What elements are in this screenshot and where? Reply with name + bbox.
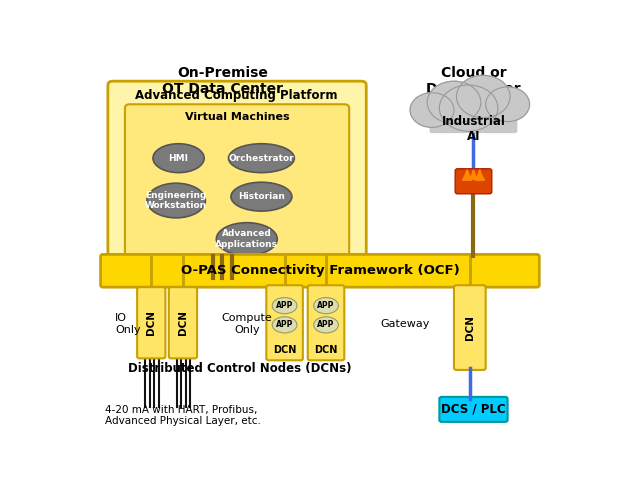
FancyBboxPatch shape	[454, 285, 486, 370]
Text: Distributed Control Nodes (DCNs): Distributed Control Nodes (DCNs)	[128, 362, 351, 375]
Text: Orchestrator: Orchestrator	[228, 154, 294, 162]
Circle shape	[486, 87, 530, 122]
Ellipse shape	[216, 222, 277, 256]
Text: HMI: HMI	[169, 154, 189, 162]
Circle shape	[457, 76, 510, 118]
Polygon shape	[477, 170, 483, 179]
Ellipse shape	[314, 298, 338, 314]
Text: APP: APP	[276, 301, 293, 310]
Text: DCN: DCN	[273, 345, 296, 355]
Circle shape	[440, 85, 498, 131]
Text: Compute
Only: Compute Only	[221, 313, 272, 334]
FancyBboxPatch shape	[308, 285, 344, 360]
Text: Advanced Computing Platform: Advanced Computing Platform	[135, 89, 337, 102]
Ellipse shape	[314, 317, 338, 333]
Text: DCN: DCN	[178, 310, 188, 336]
Text: Advanced
Applications: Advanced Applications	[215, 230, 278, 248]
Circle shape	[427, 81, 481, 124]
Text: O-PAS Connectivity Framework (OCF): O-PAS Connectivity Framework (OCF)	[181, 264, 459, 278]
FancyBboxPatch shape	[455, 169, 492, 194]
Polygon shape	[475, 172, 484, 180]
Ellipse shape	[147, 183, 205, 218]
Ellipse shape	[272, 317, 297, 333]
Ellipse shape	[228, 144, 294, 172]
Text: Gateway: Gateway	[381, 318, 430, 328]
FancyBboxPatch shape	[169, 287, 197, 358]
Text: 4-20 mA with HART, Profibus,
Advanced Physical Layer, etc.: 4-20 mA with HART, Profibus, Advanced Ph…	[106, 404, 261, 426]
Text: Engineering
Workstation: Engineering Workstation	[145, 191, 207, 210]
Text: Industrial
AI: Industrial AI	[442, 116, 506, 143]
Text: APP: APP	[318, 320, 335, 330]
FancyBboxPatch shape	[137, 287, 165, 358]
Text: Historian: Historian	[238, 192, 285, 201]
Polygon shape	[462, 172, 472, 180]
Ellipse shape	[272, 298, 297, 314]
Text: DCN: DCN	[147, 310, 156, 336]
FancyBboxPatch shape	[125, 104, 349, 278]
Text: Virtual Machines: Virtual Machines	[185, 112, 289, 122]
Text: Cloud or
Data Center: Cloud or Data Center	[426, 66, 521, 96]
Text: DCN: DCN	[465, 315, 475, 340]
Text: APP: APP	[276, 320, 293, 330]
Text: On-Premise
OT Data Center: On-Premise OT Data Center	[162, 66, 283, 96]
FancyBboxPatch shape	[266, 285, 303, 360]
Ellipse shape	[231, 182, 292, 211]
FancyBboxPatch shape	[101, 254, 539, 287]
Text: DCN: DCN	[314, 345, 338, 355]
Ellipse shape	[153, 144, 204, 172]
FancyBboxPatch shape	[440, 397, 508, 422]
Polygon shape	[470, 170, 477, 179]
FancyBboxPatch shape	[108, 81, 366, 281]
Circle shape	[410, 92, 454, 128]
Text: DCS / PLC: DCS / PLC	[441, 403, 506, 416]
FancyBboxPatch shape	[430, 106, 518, 133]
Text: APP: APP	[318, 301, 335, 310]
Text: IO
Only: IO Only	[115, 313, 141, 334]
Polygon shape	[464, 170, 470, 179]
